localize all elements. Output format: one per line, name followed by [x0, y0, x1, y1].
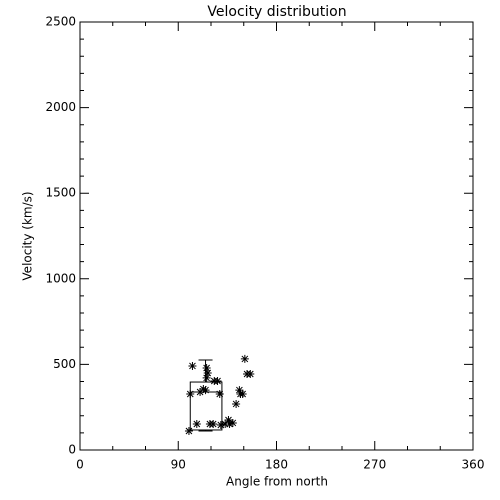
point — [232, 399, 241, 408]
y-axis-label: Velocity (km/s) — [21, 191, 35, 280]
point — [238, 390, 247, 399]
point — [225, 419, 234, 428]
point — [216, 421, 225, 430]
point — [184, 426, 193, 435]
whisker-low — [198, 429, 213, 432]
point — [188, 361, 197, 370]
point — [201, 386, 210, 395]
x-tick-label: 360 — [462, 458, 485, 472]
y-tick-label: 1500 — [45, 186, 76, 200]
point — [209, 419, 218, 428]
point — [224, 416, 233, 425]
y-tick-label: 0 — [68, 443, 76, 457]
point — [199, 385, 208, 394]
x-tick-label: 270 — [363, 458, 386, 472]
plot-frame — [79, 21, 474, 451]
point — [240, 354, 249, 363]
chart-title: Velocity distribution — [207, 4, 346, 20]
point — [235, 386, 244, 395]
x-tick-label: 90 — [171, 458, 186, 472]
point — [186, 390, 195, 399]
box — [189, 381, 223, 431]
point — [246, 369, 255, 378]
y-tick-label: 2500 — [45, 15, 76, 29]
point — [192, 419, 201, 428]
point — [202, 373, 211, 382]
x-axis-label: Angle from north — [226, 475, 328, 489]
x-tick-label: 0 — [76, 458, 84, 472]
y-tick-label: 1000 — [45, 271, 76, 285]
x-tick-label: 180 — [265, 458, 288, 472]
y-tick-label: 500 — [53, 357, 76, 371]
point — [228, 418, 237, 427]
point — [215, 390, 224, 399]
point — [196, 387, 205, 396]
point — [203, 368, 212, 377]
point — [213, 377, 222, 386]
point — [202, 363, 211, 372]
y-tick-label: 2000 — [45, 100, 76, 114]
point — [221, 419, 230, 428]
